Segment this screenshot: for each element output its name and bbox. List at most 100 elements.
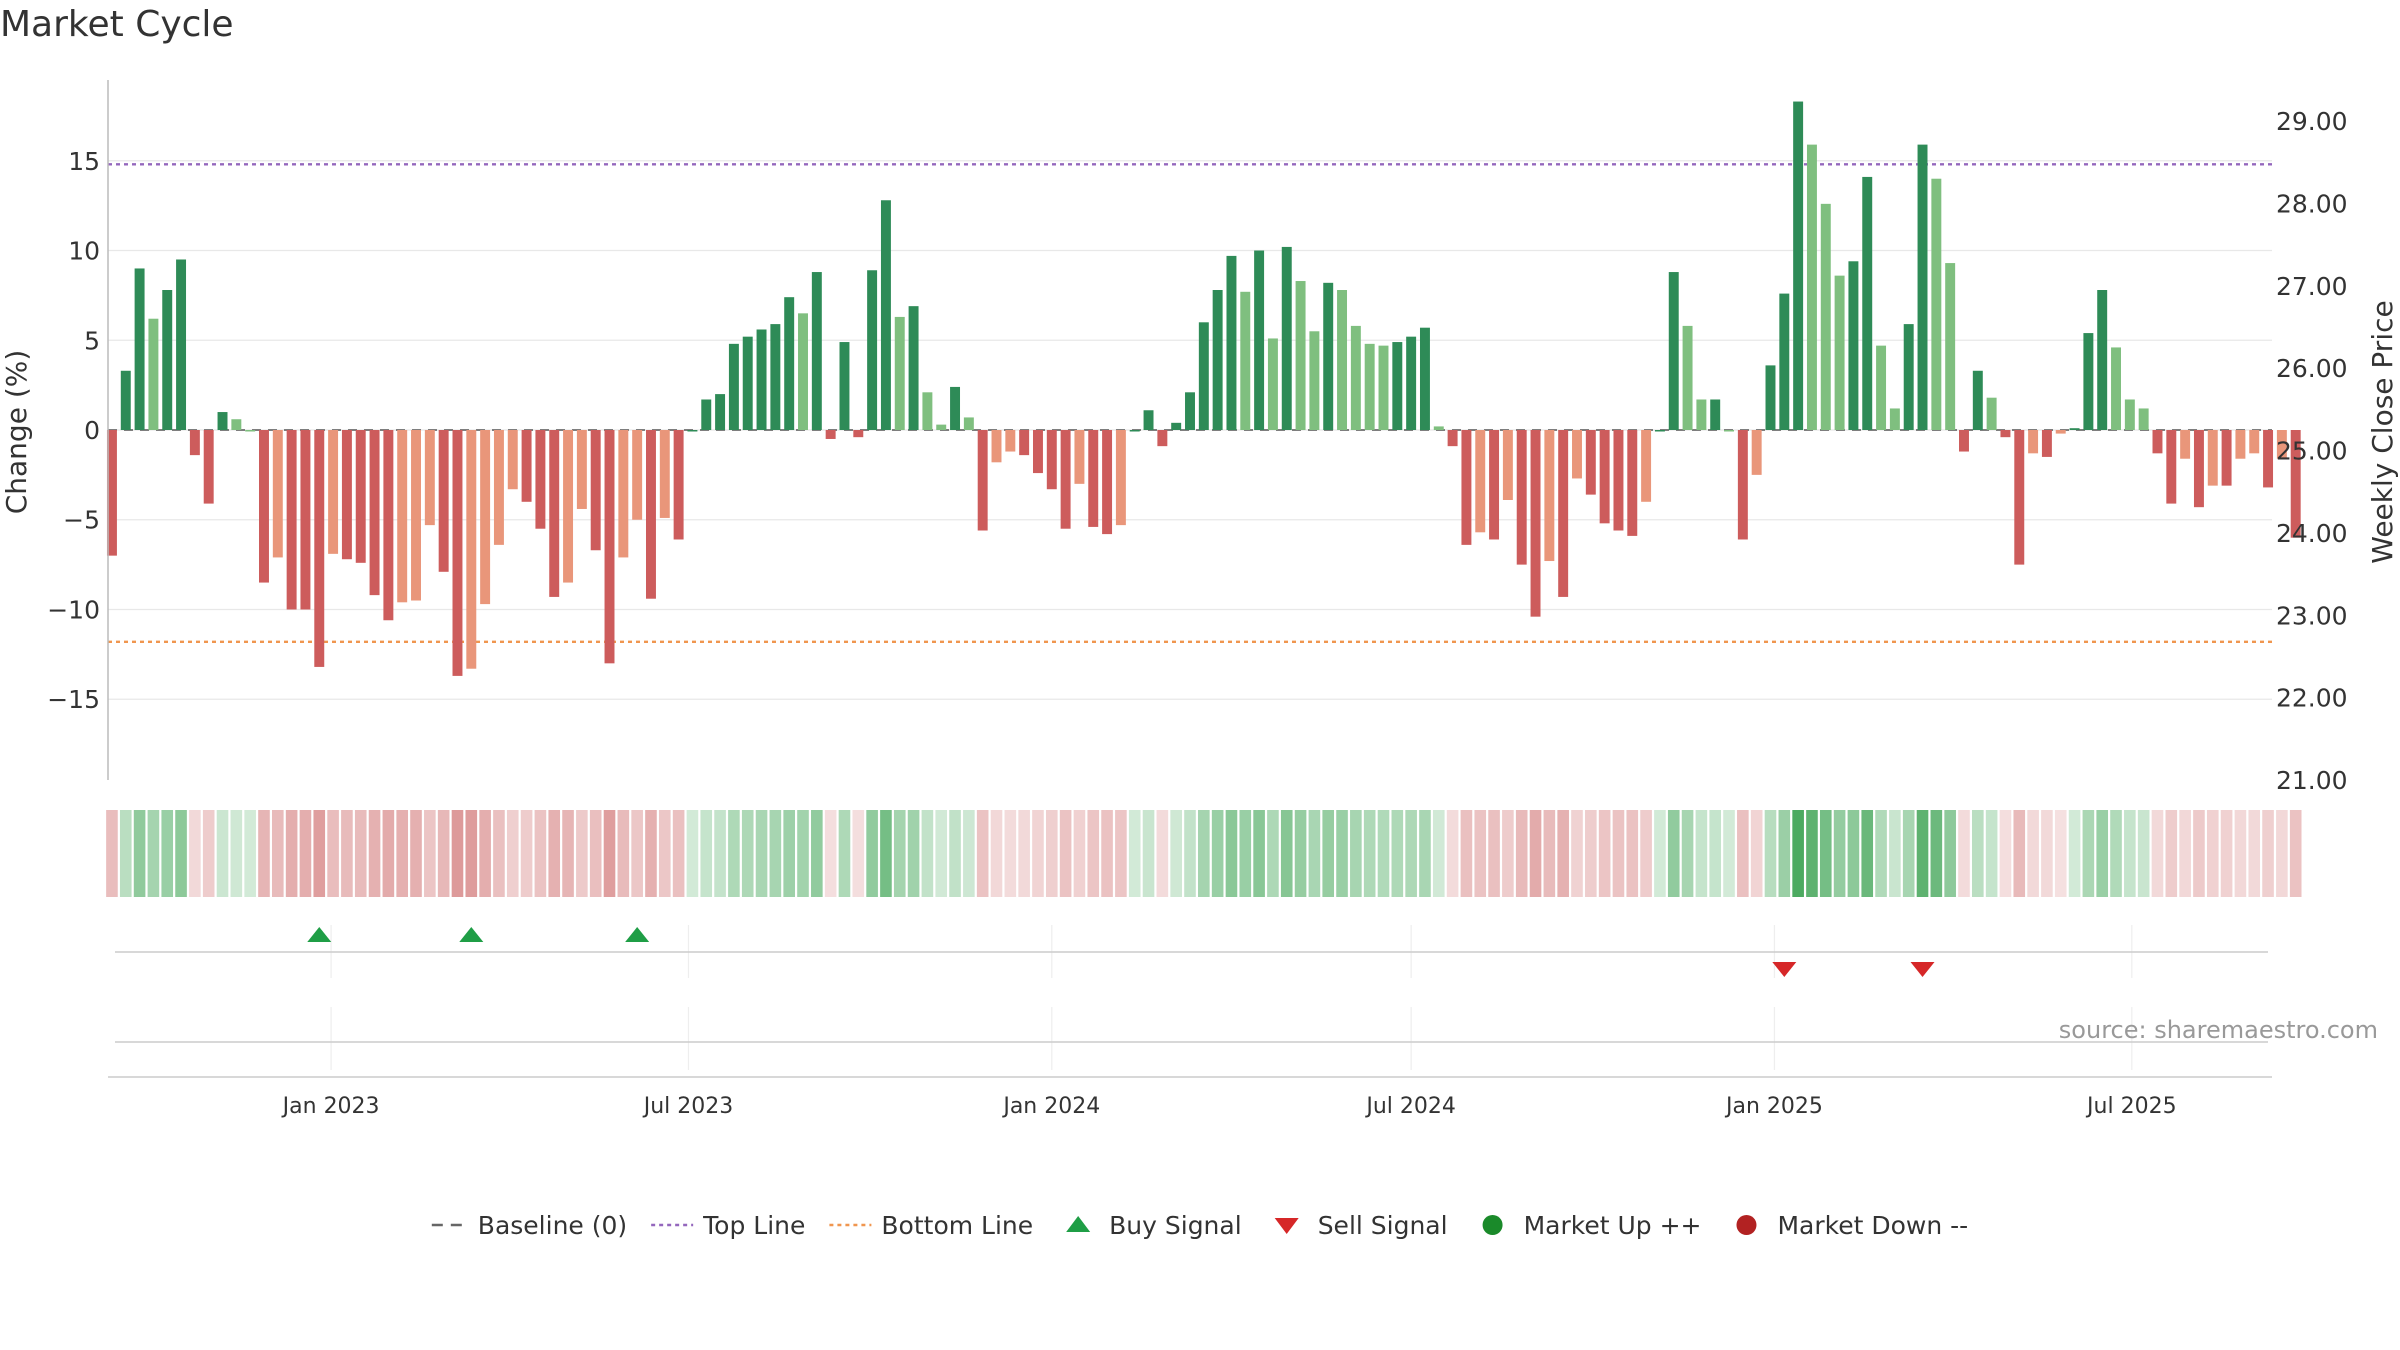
strip-cell — [1087, 810, 1100, 897]
bar — [2207, 430, 2218, 486]
strip-cell — [2082, 810, 2095, 897]
strip-cell — [976, 810, 989, 897]
bar — [1627, 430, 1638, 536]
bar — [2041, 430, 2052, 457]
strip-cell — [1626, 810, 1639, 897]
bar — [1931, 178, 1942, 430]
strip-cell — [493, 810, 505, 897]
strip-cell — [1557, 810, 1569, 897]
strip-cell — [1391, 810, 1404, 897]
bar — [908, 306, 919, 430]
strip-cell — [1737, 810, 1749, 897]
strip-cell — [1211, 810, 1224, 897]
strip-cell — [617, 810, 630, 897]
strip-cell — [1363, 810, 1376, 897]
bar — [1572, 430, 1582, 479]
bar — [784, 297, 795, 430]
bar — [1779, 293, 1790, 430]
bar — [2124, 399, 2135, 430]
strip-cell — [741, 810, 754, 897]
bar — [452, 430, 463, 676]
bar — [977, 430, 988, 531]
strip-cell — [1432, 810, 1445, 897]
y2-tick-label: 28.00 — [2276, 190, 2348, 219]
legend-label: Market Up ++ — [1524, 1211, 1702, 1240]
strip-cell — [1115, 810, 1127, 897]
strip-cell — [1239, 810, 1252, 897]
strip-cell — [410, 810, 422, 897]
bar — [1295, 281, 1306, 430]
strip-cell — [1681, 810, 1694, 897]
strip-cell — [1142, 810, 1155, 897]
strip-cell — [119, 810, 132, 897]
strip-cell — [949, 810, 961, 897]
bar — [341, 430, 352, 560]
bar — [1350, 325, 1361, 430]
strip-cell — [2289, 810, 2302, 897]
bar — [728, 343, 739, 430]
bar — [466, 430, 477, 669]
strip-cell — [1750, 810, 1763, 897]
buy-signal-marker — [459, 927, 484, 942]
strip-cell — [1958, 810, 1970, 897]
bar — [1654, 430, 1665, 432]
strip-cell — [1847, 810, 1860, 897]
strip-cell — [631, 810, 643, 897]
bar — [203, 430, 214, 504]
strip-cell — [838, 810, 851, 897]
strip-cell — [1833, 810, 1846, 897]
bar — [424, 430, 435, 526]
strip-cell — [1377, 810, 1390, 897]
bar — [632, 430, 643, 520]
bar — [1046, 430, 1057, 490]
bar — [328, 430, 339, 554]
strip-cell — [797, 810, 809, 897]
strip-cell — [1723, 810, 1735, 897]
strip-cell — [963, 810, 975, 897]
bar — [1337, 290, 1348, 430]
bar — [1530, 430, 1541, 617]
y-tick-label: −10 — [47, 595, 100, 624]
strip-cell — [1004, 810, 1017, 897]
strip-cell — [645, 810, 657, 897]
y2-tick-label: 24.00 — [2276, 519, 2348, 548]
strip-cell — [368, 810, 381, 897]
bar — [535, 430, 546, 529]
bar — [162, 290, 173, 430]
strip-cell — [1502, 810, 1514, 897]
bar — [272, 430, 283, 558]
bar — [2014, 430, 2025, 565]
strip-cell — [520, 810, 533, 897]
bar — [148, 318, 159, 430]
bar — [2055, 430, 2066, 434]
bar — [825, 430, 836, 439]
strip-cell — [2068, 810, 2081, 897]
bar — [1585, 430, 1596, 495]
bar — [1599, 430, 1610, 524]
x-tick-label: Jul 2023 — [642, 1094, 734, 1119]
bar — [2097, 290, 2108, 430]
strip-cell — [2206, 810, 2219, 897]
bar — [1613, 430, 1624, 531]
bar — [2111, 347, 2121, 430]
bar — [120, 370, 131, 430]
strip-cell — [1460, 810, 1473, 897]
bar — [894, 316, 905, 430]
bar — [1088, 430, 1099, 527]
bar — [1364, 343, 1375, 430]
legend-label: Bottom Line — [881, 1211, 1033, 1240]
source-label: source: sharemaestro.com — [2059, 1016, 2378, 1044]
bar — [618, 430, 629, 558]
bar — [1986, 397, 1997, 430]
strip-cell — [2248, 810, 2261, 897]
legend-label: Buy Signal — [1109, 1211, 1242, 1240]
strip-cell — [1764, 810, 1777, 897]
x-tick-label: Jan 2023 — [281, 1094, 380, 1119]
strip-cell — [2234, 810, 2247, 897]
bar — [1558, 430, 1569, 597]
bar — [742, 336, 753, 430]
strip-cell — [1792, 810, 1804, 897]
bar — [1834, 275, 1845, 430]
bar — [1032, 430, 1043, 474]
bar — [922, 392, 933, 430]
